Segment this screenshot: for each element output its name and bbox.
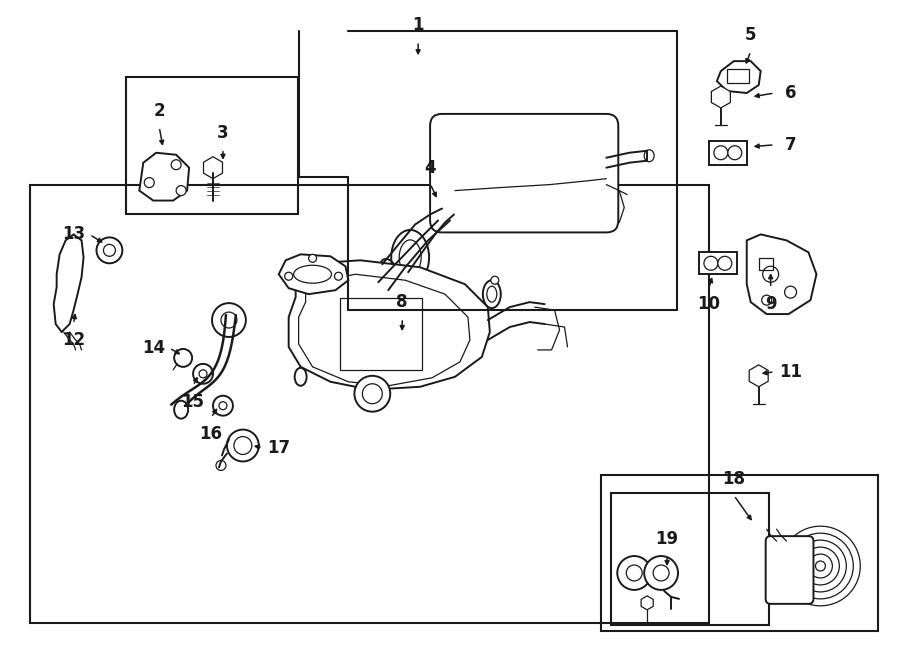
Text: 6: 6 [785,84,796,102]
FancyBboxPatch shape [766,536,814,604]
Text: 2: 2 [153,102,165,120]
Text: 15: 15 [182,393,204,410]
Circle shape [96,238,122,263]
Circle shape [284,272,292,280]
Circle shape [355,376,391,412]
Bar [727,69,749,83]
Text: 17: 17 [267,438,291,457]
Circle shape [785,286,796,298]
Ellipse shape [294,368,307,386]
Text: 7: 7 [785,136,796,154]
Circle shape [104,244,115,256]
Text: 9: 9 [765,295,777,313]
Circle shape [219,402,227,410]
Circle shape [626,565,643,581]
Ellipse shape [487,286,497,302]
Polygon shape [699,252,737,274]
Circle shape [704,256,718,270]
Circle shape [653,565,669,581]
Circle shape [144,177,154,187]
Text: 8: 8 [397,293,408,311]
Circle shape [714,146,728,160]
Bar [601,475,878,631]
Ellipse shape [381,259,396,277]
Bar [759,258,772,270]
Circle shape [363,384,382,404]
Text: 11: 11 [779,363,802,381]
Polygon shape [747,234,816,314]
Circle shape [728,146,742,160]
Text: 4: 4 [424,159,436,177]
Circle shape [213,396,233,416]
Circle shape [171,160,181,169]
Ellipse shape [644,150,654,162]
Text: 16: 16 [200,424,222,443]
Circle shape [335,272,343,280]
Polygon shape [140,153,189,201]
Circle shape [718,256,732,270]
Text: 1: 1 [412,17,424,34]
Circle shape [309,254,317,262]
Circle shape [175,349,192,367]
Ellipse shape [483,280,500,308]
Text: 3: 3 [217,124,229,142]
Polygon shape [279,254,348,294]
Text: 19: 19 [655,530,679,548]
Polygon shape [289,260,490,390]
Text: 14: 14 [141,339,165,357]
Ellipse shape [175,401,188,418]
Circle shape [176,185,186,195]
Text: 12: 12 [62,331,86,349]
Circle shape [212,303,246,337]
Ellipse shape [400,240,421,275]
Circle shape [491,276,499,284]
Text: 13: 13 [62,225,86,244]
Circle shape [199,370,207,378]
Text: 18: 18 [723,471,745,489]
Circle shape [216,461,226,471]
Bar [611,493,769,625]
Bar [30,185,709,623]
FancyBboxPatch shape [430,114,618,232]
Circle shape [644,556,678,590]
Circle shape [221,312,237,328]
Bar [340,298,422,370]
Text: 10: 10 [698,295,720,313]
Circle shape [617,556,652,590]
Circle shape [194,364,213,384]
Circle shape [761,295,771,305]
Circle shape [762,266,778,282]
Circle shape [780,526,860,606]
Text: 5: 5 [745,26,757,44]
Circle shape [234,436,252,455]
Circle shape [227,430,259,461]
Polygon shape [717,61,760,93]
Bar [126,77,298,214]
Polygon shape [709,141,747,165]
